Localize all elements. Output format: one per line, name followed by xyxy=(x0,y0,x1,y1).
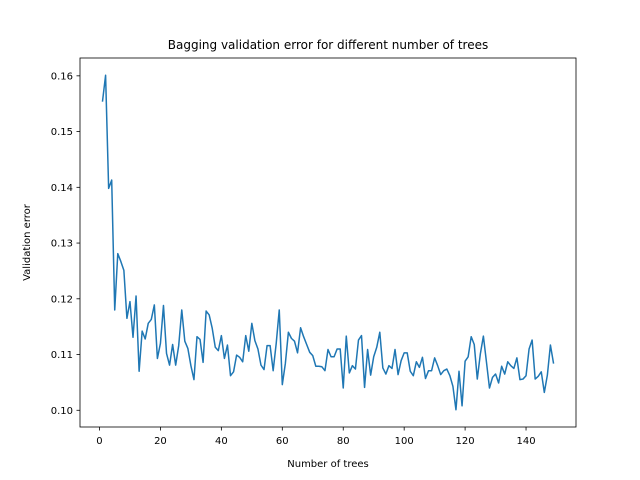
x-tick-label: 40 xyxy=(215,436,228,447)
x-axis-label: Number of trees xyxy=(287,459,369,470)
y-tick-label: 0.13 xyxy=(51,239,73,250)
x-tick-label: 20 xyxy=(154,436,167,447)
validation-error-line xyxy=(101,74,555,411)
y-axis-label: Validation error xyxy=(22,203,33,281)
y-tick-label: 0.15 xyxy=(51,127,73,138)
y-tick-label: 0.10 xyxy=(51,406,73,417)
x-tick-label: 120 xyxy=(456,436,475,447)
y-tick-label: 0.16 xyxy=(51,71,73,82)
y-tick-label: 0.12 xyxy=(51,294,73,305)
x-tick-label: 60 xyxy=(276,436,289,447)
x-tick-label: 0 xyxy=(96,436,102,447)
chart-title: Bagging validation error for different n… xyxy=(168,38,488,52)
plot-area xyxy=(80,58,576,427)
x-tick-label: 140 xyxy=(516,436,535,447)
y-tick-label: 0.11 xyxy=(51,350,73,361)
x-tick-label: 100 xyxy=(395,436,414,447)
y-tick-label: 0.14 xyxy=(51,183,73,194)
x-axis-ticks: 0 20 40 60 80 100 120 140 xyxy=(96,427,536,447)
x-tick-label: 80 xyxy=(337,436,350,447)
plot-frame xyxy=(79,57,577,428)
y-axis-ticks: 0.10 0.11 0.12 0.13 0.14 0.15 0.16 xyxy=(51,71,80,417)
